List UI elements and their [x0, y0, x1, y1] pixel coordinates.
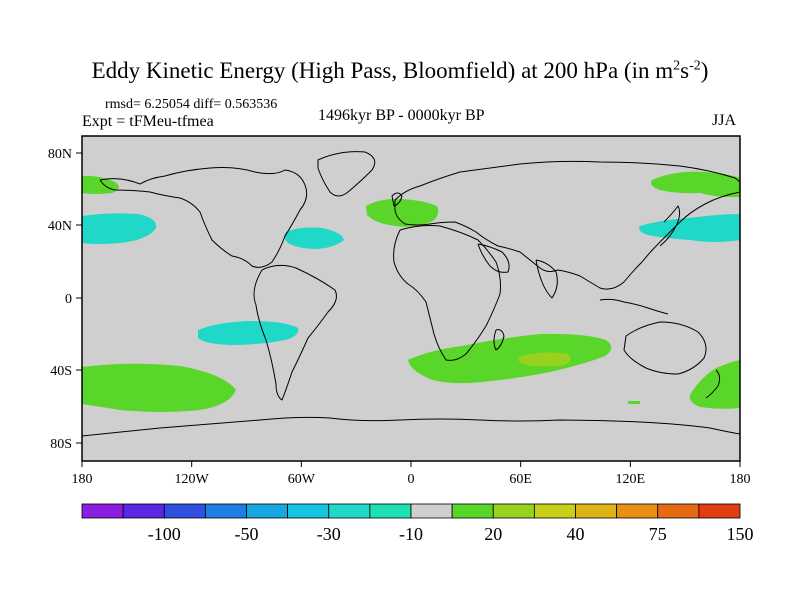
lon-tick-label: 180: [730, 472, 751, 487]
colorbar-swatch: [533, 503, 576, 519]
colorbar-label: 150: [727, 524, 754, 544]
coastline-africa: [393, 225, 501, 361]
colorbar-label: 40: [567, 524, 585, 544]
latitude-axis: 80N 40N 0 40S 80S: [48, 147, 82, 452]
coastline-arabia: [477, 243, 510, 273]
colorbar-swatch: [246, 503, 289, 519]
coastline-japan: [659, 205, 681, 247]
colorbar-swatch: [81, 503, 124, 519]
colorbar-swatch: [657, 503, 700, 519]
coastline-madagascar: [493, 329, 505, 351]
plot-title: Eddy Kinetic Energy (High Pass, Bloomfie…: [91, 58, 709, 83]
colorbar-swatch: [163, 503, 206, 519]
coastlines: [82, 151, 740, 437]
coastline-antarctica: [82, 416, 740, 437]
lat-tick-label: 40S: [50, 364, 72, 379]
colorbar-label: -50: [235, 524, 259, 544]
period-label: 1496kyr BP - 0000kyr BP: [318, 107, 485, 124]
colorbar-label: 20: [484, 524, 502, 544]
lon-tick-label: 60E: [509, 472, 532, 487]
longitude-axis: 180 120W 60W 0 60E 120E 180: [72, 461, 751, 487]
lon-tick-label: 120E: [616, 472, 646, 487]
lon-tick-label: 180: [72, 472, 93, 487]
lat-tick-label: 80S: [50, 437, 72, 452]
lon-tick-label: 120W: [175, 472, 210, 487]
anomaly-patch-southern-indian-core: [518, 352, 571, 367]
colorbar-swatch: [410, 503, 453, 519]
anomaly-patch-negative-central-pacific: [284, 227, 344, 249]
colorbar-label: -30: [317, 524, 341, 544]
coastline-north-america: [99, 167, 308, 268]
colorbar-swatch: [369, 503, 412, 519]
colorbar-swatch: [616, 503, 659, 519]
colorbar-swatch: [575, 503, 618, 519]
anomaly-patch-tasman: [689, 360, 740, 409]
anomaly-patch-north-pacific-east: [651, 171, 740, 198]
anomaly-patch-north-atlantic: [366, 198, 439, 227]
anomaly-patch-north-pacific-west: [82, 175, 119, 194]
colorbar-swatch: [492, 503, 535, 519]
experiment-label: Expt = tFMeu-tfmea: [82, 113, 214, 130]
lat-tick-label: 40N: [48, 219, 72, 234]
lat-tick-label: 80N: [48, 147, 72, 162]
anomaly-patch-negative-pacific-north: [82, 213, 157, 244]
colorbar-swatch: [287, 503, 330, 519]
colorbar-boxes: [81, 503, 741, 519]
coastline-south-america: [253, 264, 337, 401]
anomaly-patch-negative-japan: [639, 214, 740, 242]
anomaly-patch-southern-indian: [408, 333, 612, 384]
colorbar-swatch: [698, 503, 741, 519]
coastline-new-zealand: [705, 369, 721, 399]
colorbar-swatch: [122, 503, 165, 519]
colorbar-label: -10: [399, 524, 423, 544]
anomaly-patch-negative-south-pacific: [198, 321, 299, 345]
lat-tick-label: 0: [65, 292, 72, 307]
season-label: JJA: [712, 112, 737, 129]
anomaly-patch-south-pacific: [82, 363, 236, 412]
coastline-greenland: [317, 151, 376, 197]
colorbar-swatch: [204, 503, 247, 519]
rmsd-diff-stats: rmsd= 6.25054 diff= 0.563536: [105, 97, 278, 112]
colorbar-label: 75: [649, 524, 667, 544]
colorbar-swatch: [328, 503, 371, 519]
colorbar-labels: -100 -50 -30 -10 20 40 75 150: [148, 524, 754, 544]
coastline-india: [535, 259, 558, 299]
anomaly-patch-small-south: [628, 401, 640, 404]
coastline-australia: [623, 321, 707, 375]
colorbar-swatch: [451, 503, 494, 519]
coastline-indonesia: [599, 298, 669, 315]
lon-tick-label: 0: [408, 472, 415, 487]
coastline-uk: [391, 192, 403, 207]
colorbar-label: -100: [148, 524, 181, 544]
lon-tick-label: 60W: [288, 472, 316, 487]
coastline-europe-asia: [394, 160, 740, 290]
